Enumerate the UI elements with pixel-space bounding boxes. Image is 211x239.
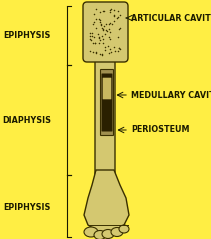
Polygon shape (96, 172, 114, 215)
Text: ARTICULAR CAVITY: ARTICULAR CAVITY (131, 13, 211, 22)
Ellipse shape (94, 230, 106, 239)
Text: EPIPHYSIS: EPIPHYSIS (3, 202, 50, 212)
Polygon shape (84, 170, 129, 232)
FancyBboxPatch shape (101, 74, 112, 131)
Text: EPIPHYSIS: EPIPHYSIS (3, 31, 50, 39)
Text: PERIOSTEUM: PERIOSTEUM (131, 125, 189, 135)
Polygon shape (89, 52, 122, 56)
Ellipse shape (111, 228, 123, 237)
Text: DIAPHYSIS: DIAPHYSIS (2, 115, 51, 125)
Ellipse shape (102, 229, 114, 239)
Text: MEDULLARY CAVITY: MEDULLARY CAVITY (131, 91, 211, 99)
FancyBboxPatch shape (83, 2, 128, 62)
Ellipse shape (119, 225, 129, 233)
Ellipse shape (84, 227, 98, 237)
FancyBboxPatch shape (100, 70, 114, 136)
FancyBboxPatch shape (103, 78, 111, 99)
FancyBboxPatch shape (95, 49, 115, 178)
